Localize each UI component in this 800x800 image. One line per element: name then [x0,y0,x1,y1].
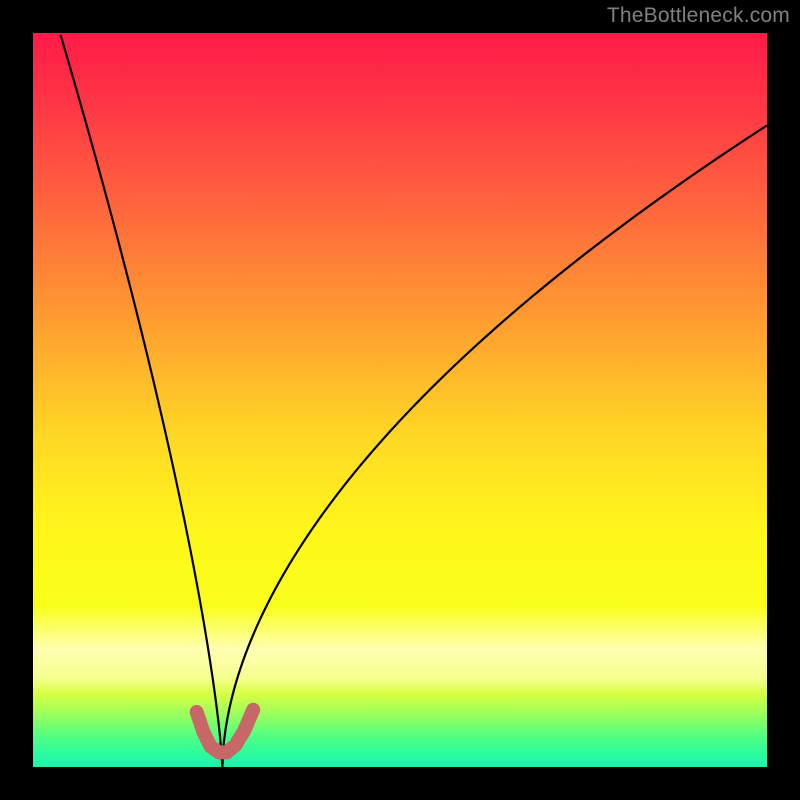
chart-container: TheBottleneck.com [0,0,800,800]
bottleneck-curve-chart [33,33,767,767]
plot-area [33,33,767,767]
watermark-text: TheBottleneck.com [607,4,790,28]
gradient-background [33,33,767,767]
